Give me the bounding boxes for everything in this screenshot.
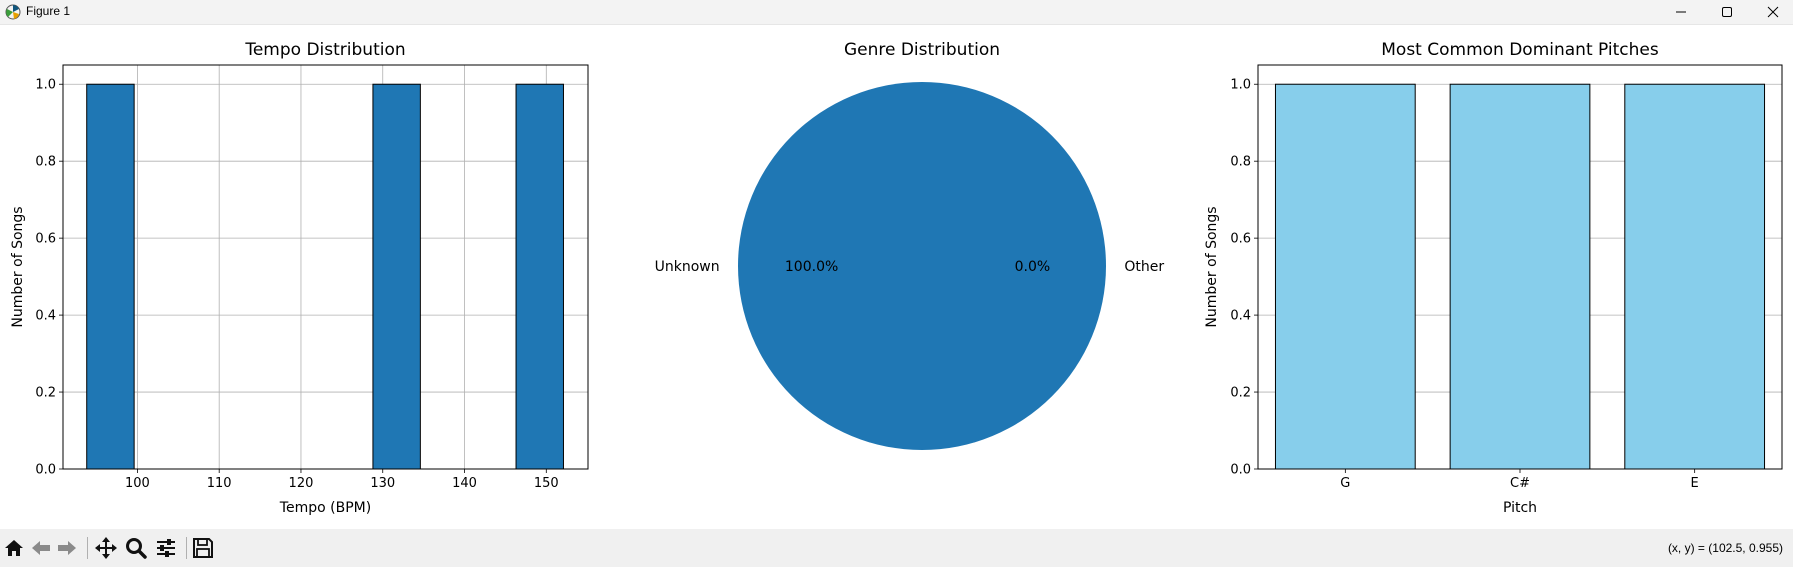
- tempo-x-ticks: 100 110 120 130 140 150: [125, 469, 559, 491]
- toolbar-separator: [87, 537, 88, 559]
- pitch-x-tick-label: E: [1691, 476, 1699, 491]
- back-arrow-icon: [32, 541, 50, 555]
- tempo-y-axis-label: Number of Songs: [10, 206, 26, 327]
- pitch-y-tick-label: 0.2: [1230, 386, 1251, 401]
- pitch-bars: [1274, 83, 1766, 470]
- pitch-bar: [1624, 83, 1766, 470]
- window-title: Figure 1: [26, 4, 71, 18]
- window-titlebar: Figure 1: [0, 0, 1793, 25]
- configure-subplots-button[interactable]: [154, 536, 178, 560]
- tempo-x-axis-label: Tempo (BPM): [279, 500, 371, 516]
- genre-pie-slice-label: Other: [1124, 259, 1164, 275]
- pitch-y-axis-label: Number of Songs: [1204, 206, 1220, 327]
- pitch-bar: [1449, 83, 1591, 470]
- tempo-y-tick-label: 0.4: [35, 309, 56, 324]
- maximize-icon: [1722, 7, 1732, 17]
- pitch-x-tick-label: G: [1340, 476, 1350, 491]
- tempo-x-tick-label: 130: [370, 476, 395, 491]
- pan-move-icon: [95, 537, 117, 559]
- tempo-y-tick-label: 0.0: [35, 463, 56, 478]
- tempo-x-tick-label: 110: [207, 476, 232, 491]
- tempo-x-tick-label: 150: [534, 476, 559, 491]
- tempo-axes-frame: [62, 64, 589, 470]
- tempo-y-tick-label: 0.6: [35, 232, 56, 247]
- figure-canvas[interactable]: 100 110 120 130 140 150 0.0 0.2 0.4 0.6 0.8 1.0 Te…: [0, 24, 1793, 529]
- forward-arrow-icon: [58, 541, 76, 555]
- tempo-histogram-axes: 100 110 120 130 140 150 0.0 0.2 0.4 0.6 0.8 1.0 Te…: [10, 40, 589, 516]
- close-icon: [1767, 6, 1779, 18]
- zoom-magnifier-icon: [126, 538, 147, 559]
- tempo-x-tick-label: 140: [452, 476, 477, 491]
- configure-subplots-icon: [157, 539, 175, 557]
- genre-pie-labels: Unknown 100.0% Other 0.0%: [655, 259, 1165, 275]
- navigation-toolbar: (x, y) = (102.5, 0.955): [0, 529, 1793, 567]
- pitch-y-tick-label: 0.4: [1230, 309, 1251, 324]
- tempo-bars: [86, 83, 564, 470]
- pitch-x-tick-label: C#: [1510, 476, 1530, 491]
- pitch-x-ticks: G C# E: [1340, 469, 1699, 491]
- genre-pie-slice: [738, 82, 1106, 450]
- pitch-bar-axes: G C# E 0.0 0.2 0.4 0.6 0.8 1.0 Most Common Domi…: [1204, 40, 1783, 516]
- back-button[interactable]: [29, 536, 53, 560]
- minimize-button[interactable]: [1658, 0, 1704, 24]
- pitch-bar: [1274, 83, 1416, 470]
- genre-pie-slices: [738, 82, 1106, 450]
- minimize-icon: [1676, 11, 1686, 13]
- tempo-histogram-bar: [372, 83, 421, 470]
- pitch-y-ticks: 0.0 0.2 0.4 0.6 0.8 1.0: [1230, 78, 1258, 478]
- cursor-coordinates: (x, y) = (102.5, 0.955): [1667, 541, 1783, 555]
- genre-pie-percent-label: 100.0%: [785, 259, 838, 275]
- pitch-y-tick-label: 1.0: [1230, 78, 1251, 93]
- matplotlib-icon: [5, 4, 21, 20]
- tempo-x-tick-label: 120: [289, 476, 314, 491]
- tempo-y-ticks: 0.0 0.2 0.4 0.6 0.8 1.0: [35, 78, 63, 478]
- tempo-chart-title: Tempo Distribution: [244, 40, 405, 60]
- pitch-x-axis-label: Pitch: [1503, 500, 1537, 516]
- close-button[interactable]: [1750, 0, 1793, 24]
- pan-button[interactable]: [94, 536, 118, 560]
- maximize-button[interactable]: [1704, 0, 1750, 24]
- tempo-histogram-bar: [515, 83, 564, 470]
- tempo-grid: [63, 65, 588, 470]
- tempo-y-tick-label: 0.2: [35, 386, 56, 401]
- tempo-histogram-bar: [86, 83, 135, 470]
- save-button[interactable]: [191, 536, 215, 560]
- home-icon: [5, 540, 23, 556]
- genre-pie-percent-label: 0.0%: [1015, 259, 1051, 275]
- pitch-chart-title: Most Common Dominant Pitches: [1381, 40, 1659, 60]
- pitch-y-tick-label: 0.6: [1230, 232, 1251, 247]
- toolbar-separator: [186, 537, 187, 559]
- pitch-y-tick-label: 0.8: [1230, 155, 1251, 170]
- tempo-x-tick-label: 100: [125, 476, 150, 491]
- genre-pie-axes: Genre Distribution Unknown 100.0% Other 0.0…: [655, 40, 1165, 450]
- zoom-button[interactable]: [124, 536, 148, 560]
- pitch-y-tick-label: 0.0: [1230, 463, 1251, 478]
- tempo-y-tick-label: 0.8: [35, 155, 56, 170]
- genre-chart-title: Genre Distribution: [844, 40, 1000, 60]
- home-button[interactable]: [2, 536, 26, 560]
- genre-pie-slice-label: Unknown: [655, 259, 720, 275]
- tempo-y-tick-label: 1.0: [35, 78, 56, 93]
- forward-button[interactable]: [55, 536, 79, 560]
- save-floppy-icon: [193, 538, 213, 558]
